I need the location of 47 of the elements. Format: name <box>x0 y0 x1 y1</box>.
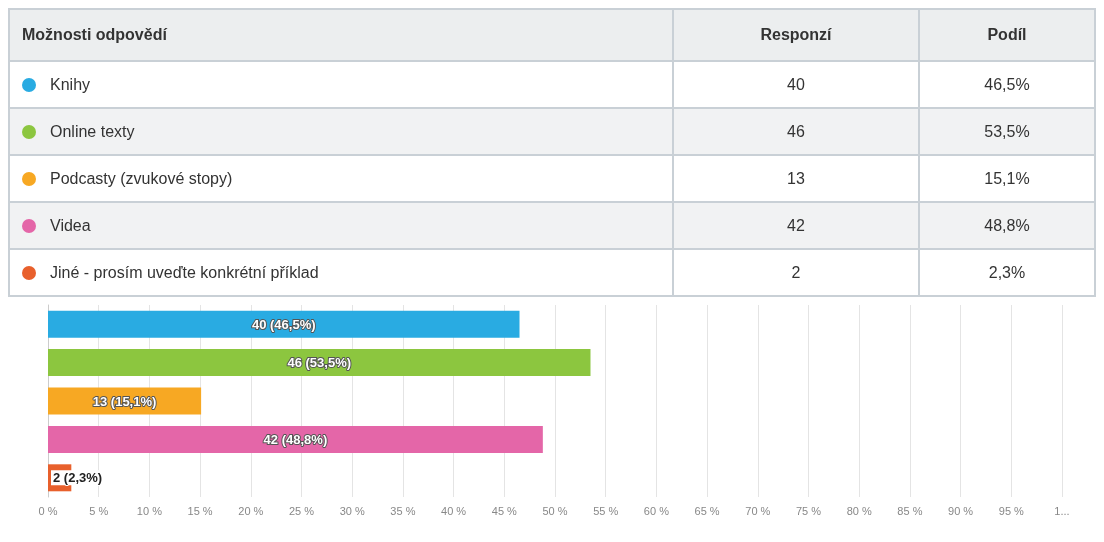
x-tick-label: 45 % <box>491 504 518 517</box>
x-tick-label: 15 % <box>187 504 213 517</box>
x-tick-label: 95 % <box>998 504 1025 517</box>
text: 42 <box>673 202 919 249</box>
x-tick-label: 65 % <box>694 504 720 517</box>
text: 13 <box>673 155 919 202</box>
x-tick-label: 90 % <box>948 504 974 517</box>
data-label: 2 (2,3%) <box>53 470 103 486</box>
x-tick-label: 25 % <box>288 504 315 517</box>
data-label: 40 (46,5%) <box>251 316 316 332</box>
bar <box>48 425 543 453</box>
x-tick-label: 10 % <box>136 504 163 517</box>
text: 46 <box>673 108 919 155</box>
x-tick-label: 35 % <box>390 504 416 517</box>
x-tick-label: 80 % <box>846 504 872 517</box>
x-tick-label: 40 % <box>441 504 467 517</box>
x-tick-label: 60 % <box>643 504 670 517</box>
text: 40 <box>673 61 919 108</box>
x-tick-label: 55 % <box>593 504 619 517</box>
data-label: 46 (53,5%) <box>287 355 352 371</box>
x-tick-label: 20 % <box>238 504 264 517</box>
text: Podíl <box>919 9 1095 61</box>
data-label: 13 (15,1%) <box>92 393 157 409</box>
text: 46,5% <box>919 61 1095 108</box>
text: Možnosti odpovědí <box>9 9 673 61</box>
x-tick-label: 50 % <box>542 504 568 517</box>
bar <box>48 310 520 338</box>
text: 48,8% <box>919 202 1095 249</box>
text: 2 <box>673 249 919 296</box>
x-tick-label: 1... <box>1054 504 1070 517</box>
text: Podcasty (zvukové stopy) <box>50 169 233 187</box>
text: Responzí <box>673 9 919 61</box>
data-label: 42 (48,8%) <box>263 431 328 447</box>
text: 15,1% <box>919 155 1095 202</box>
x-tick-label: 0 % <box>38 504 58 517</box>
x-tick-label: 75 % <box>795 504 822 517</box>
x-tick-label: 85 % <box>897 504 923 517</box>
x-tick-label: 70 % <box>745 504 771 517</box>
text: 2,3% <box>919 249 1095 296</box>
text: Online texty <box>50 122 135 140</box>
x-tick-label: 5 % <box>89 504 109 517</box>
bar <box>48 349 591 377</box>
text: Videa <box>50 216 91 234</box>
x-tick-label: 30 % <box>339 504 365 517</box>
text: 53,5% <box>919 108 1095 155</box>
text: Knihy <box>50 75 91 93</box>
text: Jiné - prosím uveďte konkrétní příklad <box>50 263 319 281</box>
